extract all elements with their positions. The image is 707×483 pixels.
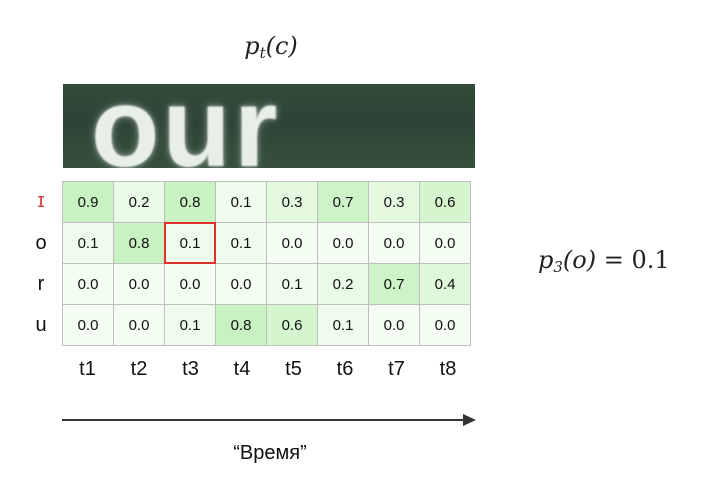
- side-formula-value: 0.1: [631, 246, 670, 274]
- word-image-text: our: [91, 84, 281, 168]
- matrix-cell: 0.0: [63, 305, 114, 346]
- matrix-cell: 0.2: [114, 182, 165, 223]
- formula-base: p: [244, 32, 260, 60]
- row-label: ɪ: [37, 190, 45, 212]
- column-label: t6: [336, 358, 354, 380]
- matrix-cell: 0.0: [267, 223, 318, 264]
- row-label: u: [35, 314, 47, 336]
- column-label: t2: [130, 358, 148, 380]
- matrix-cell: 0.1: [63, 223, 114, 264]
- matrix-cell: 0.3: [267, 182, 318, 223]
- matrix-cell: 0.1: [216, 182, 267, 223]
- matrix-cell: 0.0: [216, 264, 267, 305]
- side-formula-subscript: 3: [553, 258, 563, 276]
- matrix-cell: 0.0: [369, 223, 420, 264]
- matrix-cell: 0.7: [369, 264, 420, 305]
- formula-argument: (c): [265, 32, 298, 60]
- column-label: t4: [233, 358, 251, 380]
- row-label: o: [35, 232, 47, 254]
- matrix-cell: 0.9: [63, 182, 114, 223]
- column-label: t7: [388, 358, 405, 380]
- matrix-cell: 0.0: [165, 264, 216, 305]
- matrix-cell: 0.1: [164, 222, 216, 264]
- matrix-cell: 0.1: [165, 305, 216, 346]
- matrix-cell: 0.4: [420, 264, 471, 305]
- formula-subscript: t: [259, 44, 266, 62]
- probability-matrix: 0.9 0.2 0.8 0.1 0.3 0.7 0.3 0.6 0.1 0.8 0.1 0.1 0.0 0…: [62, 181, 471, 346]
- title-formula: pt(c): [226, 32, 316, 62]
- matrix-cell: 0.1: [267, 264, 318, 305]
- column-label: t5: [285, 358, 302, 380]
- matrix-cell: 0.0: [420, 305, 471, 346]
- matrix-cell: 0.7: [318, 182, 369, 223]
- time-arrow-icon: [62, 414, 476, 426]
- side-formula-equals: =: [603, 246, 624, 274]
- matrix-cell: 0.8: [165, 182, 216, 223]
- side-formula-base: p: [538, 246, 554, 274]
- column-label: t8: [439, 358, 457, 380]
- column-label: t1: [79, 358, 96, 380]
- matrix-cell: 0.3: [369, 182, 420, 223]
- matrix-cell: 0.1: [318, 305, 369, 346]
- matrix-cell: 0.1: [216, 223, 267, 264]
- time-axis-label: “Время”: [233, 442, 307, 464]
- side-formula: p3(o) = 0.1: [538, 246, 670, 276]
- matrix-cell: 0.8: [114, 223, 165, 264]
- matrix-cell: 0.0: [369, 305, 420, 346]
- matrix-cell: 0.6: [420, 182, 471, 223]
- matrix-cell: 0.6: [267, 305, 318, 346]
- matrix-cell: 0.0: [63, 264, 114, 305]
- word-image: our: [63, 84, 475, 168]
- matrix-cell: 0.0: [114, 305, 165, 346]
- matrix-cell: 0.0: [114, 264, 165, 305]
- matrix-cell: 0.0: [318, 223, 369, 264]
- matrix-cell: 0.0: [420, 223, 471, 264]
- row-label: r: [37, 273, 45, 295]
- column-label: t3: [182, 358, 199, 380]
- matrix-cell: 0.8: [216, 305, 267, 346]
- matrix-cell: 0.2: [318, 264, 369, 305]
- side-formula-argument: (o): [562, 246, 597, 274]
